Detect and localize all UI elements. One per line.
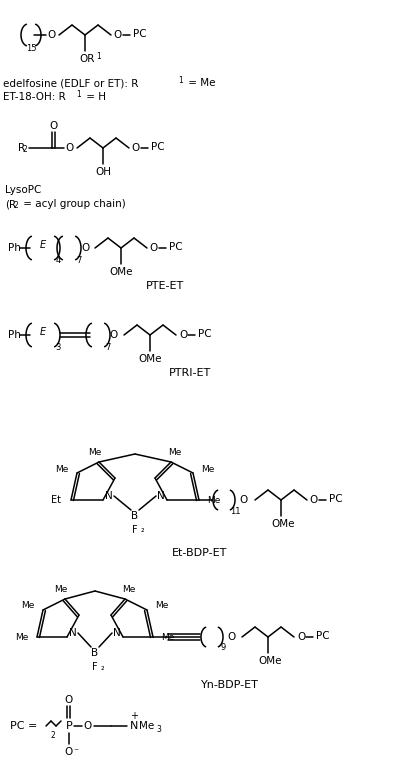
- Text: 4: 4: [55, 255, 61, 265]
- Text: B: B: [131, 511, 139, 521]
- Text: O: O: [110, 330, 118, 340]
- Text: = acyl group chain): = acyl group chain): [20, 199, 126, 209]
- Text: O: O: [81, 243, 89, 253]
- Text: Et: Et: [51, 495, 61, 505]
- Text: 7: 7: [76, 255, 82, 265]
- Text: PC: PC: [169, 242, 183, 252]
- Text: PC: PC: [133, 29, 147, 39]
- Text: 3: 3: [156, 724, 162, 734]
- Text: 1: 1: [179, 76, 183, 85]
- Text: E: E: [40, 327, 46, 337]
- Text: PTRI-ET: PTRI-ET: [169, 368, 211, 378]
- Text: = Me: = Me: [185, 78, 215, 88]
- Text: 15: 15: [26, 44, 36, 52]
- Text: Me: Me: [22, 601, 35, 611]
- Text: O: O: [65, 143, 73, 153]
- Text: 1: 1: [97, 52, 101, 61]
- Text: O: O: [50, 121, 58, 131]
- Text: 2: 2: [51, 731, 55, 740]
- Text: (R: (R: [5, 199, 16, 209]
- Text: N: N: [105, 491, 113, 501]
- Text: B: B: [91, 648, 99, 658]
- Text: 2: 2: [13, 201, 18, 210]
- Text: LysoPC: LysoPC: [5, 185, 41, 195]
- Text: = H: = H: [83, 92, 106, 102]
- Text: Me: Me: [88, 447, 102, 457]
- Text: 11: 11: [230, 506, 240, 516]
- Text: O: O: [297, 632, 305, 642]
- Text: O: O: [179, 330, 187, 340]
- Text: O: O: [65, 747, 72, 757]
- Text: OMe: OMe: [258, 656, 282, 666]
- Text: 7: 7: [105, 342, 111, 352]
- Text: PC: PC: [198, 329, 212, 339]
- Text: R: R: [18, 143, 25, 153]
- Text: PC: PC: [329, 494, 343, 504]
- Text: O: O: [84, 721, 92, 731]
- Text: Yn-BDP-ET: Yn-BDP-ET: [201, 680, 259, 690]
- Text: 9: 9: [221, 643, 226, 653]
- Text: Me: Me: [207, 496, 221, 504]
- Text: OMe: OMe: [109, 267, 133, 277]
- Text: OMe: OMe: [138, 354, 162, 364]
- Text: PC =: PC =: [10, 721, 37, 731]
- Text: O: O: [150, 243, 158, 253]
- Text: ⁻: ⁻: [73, 747, 78, 757]
- Text: Me: Me: [201, 464, 214, 474]
- Text: E: E: [40, 240, 46, 250]
- Text: O: O: [132, 143, 140, 153]
- Text: Me: Me: [161, 633, 174, 642]
- Text: O: O: [65, 695, 72, 705]
- Text: Me: Me: [54, 584, 68, 594]
- Text: O: O: [240, 495, 248, 505]
- Text: PTE-ET: PTE-ET: [146, 281, 184, 291]
- Text: O: O: [48, 30, 56, 40]
- Text: Me: Me: [168, 447, 182, 457]
- Text: ET-18-OH: R: ET-18-OH: R: [3, 92, 66, 102]
- Text: F: F: [92, 662, 98, 672]
- Text: ₂: ₂: [100, 663, 104, 671]
- Text: Et-BDP-ET: Et-BDP-ET: [172, 548, 228, 558]
- Text: Me: Me: [15, 633, 29, 642]
- Text: 3: 3: [55, 342, 61, 352]
- Text: PC: PC: [316, 631, 330, 641]
- Text: OMe: OMe: [271, 519, 295, 529]
- Text: F: F: [132, 525, 138, 535]
- Text: P: P: [66, 721, 72, 731]
- Text: +: +: [130, 711, 138, 721]
- Text: Me: Me: [155, 601, 168, 611]
- Text: Me: Me: [122, 584, 136, 594]
- Text: edelfosine (EDLF or ET): R: edelfosine (EDLF or ET): R: [3, 78, 138, 88]
- Text: Me: Me: [55, 464, 69, 474]
- Text: Me: Me: [139, 721, 154, 731]
- Text: PC: PC: [151, 142, 165, 152]
- Text: Ph: Ph: [8, 330, 21, 340]
- Text: O: O: [114, 30, 122, 40]
- Text: 2: 2: [23, 145, 27, 154]
- Text: N: N: [69, 628, 77, 638]
- Text: OR: OR: [79, 54, 95, 64]
- Text: O: O: [227, 632, 235, 642]
- Text: N: N: [157, 491, 165, 501]
- Text: N: N: [130, 721, 138, 731]
- Text: ₂: ₂: [140, 525, 144, 534]
- Text: N: N: [113, 628, 121, 638]
- Text: OH: OH: [95, 167, 111, 177]
- Text: Ph: Ph: [8, 243, 21, 253]
- Text: 1: 1: [76, 90, 81, 99]
- Text: O: O: [310, 495, 318, 505]
